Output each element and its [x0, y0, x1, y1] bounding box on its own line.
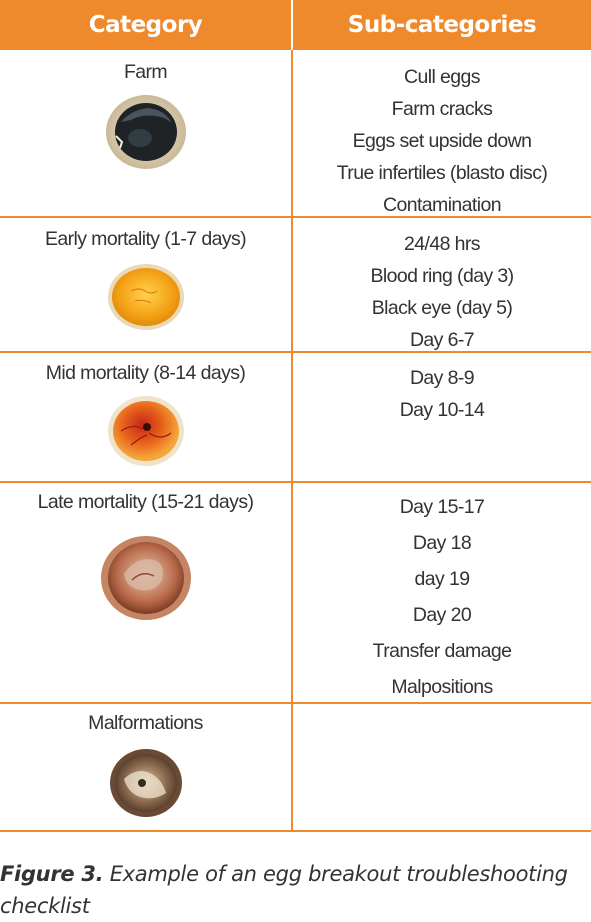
caption-label: Figure 3. [0, 862, 104, 886]
table-row: Farm Cull eggs Farm cracks Eggs set upsi… [0, 50, 591, 218]
malformed-embryo-egg-image [109, 749, 182, 817]
subcategory-item: Malpositions [391, 676, 493, 698]
subcategory-item: Blood ring (day 3) [370, 265, 514, 287]
category-cell: Late mortality (15-21 days) [0, 483, 293, 702]
subcategory-item: Cull eggs [404, 66, 481, 88]
category-label: Mid mortality (8-14 days) [45, 362, 246, 384]
subcategory-item: Black eye (day 5) [371, 297, 513, 319]
subcategory-item: True infertiles (blasto disc) [336, 162, 548, 184]
subcategories-cell: 24/48 hrs Blood ring (day 3) Black eye (… [293, 218, 591, 351]
subcategory-item: Farm cracks [391, 98, 493, 120]
subcategory-item: Day 10-14 [399, 399, 485, 421]
category-label: Malformations [88, 712, 203, 734]
early-embryo-egg-image [107, 264, 184, 330]
mid-embryo-egg-image [107, 396, 184, 466]
category-cell: Early mortality (1-7 days) [0, 218, 293, 351]
subcategory-item: Eggs set upside down [352, 130, 532, 152]
subcategories-cell: Cull eggs Farm cracks Eggs set upside do… [293, 50, 591, 216]
table-row: Early mortality (1-7 days) 24/48 hrs Blo… [0, 218, 591, 353]
category-cell: Farm [0, 50, 293, 216]
category-label: Late mortality (15-21 days) [37, 491, 254, 513]
table-header: Category Sub-categories [0, 0, 591, 50]
table-row: Mid mortality (8-14 days) Day 8-9 Day 10… [0, 353, 591, 483]
subcategory-item: Day 20 [412, 604, 472, 626]
late-embryo-egg-image [100, 536, 191, 620]
subcategory-item: Day 18 [412, 532, 472, 554]
header-subcategories: Sub-categories [347, 12, 537, 38]
subcategory-item: day 19 [414, 568, 471, 590]
category-label: Early mortality (1-7 days) [44, 228, 247, 250]
category-cell: Mid mortality (8-14 days) [0, 353, 293, 481]
subcategory-item: 24/48 hrs [404, 233, 481, 255]
figure-caption: Figure 3. Example of an egg breakout tro… [0, 858, 591, 922]
category-cell: Malformations [0, 704, 293, 830]
subcategory-item: Day 8-9 [409, 367, 475, 389]
table-row: Malformations [0, 704, 591, 832]
subcategories-cell: Day 15-17 Day 18 day 19 Day 20 Transfer … [293, 483, 591, 702]
subcategories-cell: Day 8-9 Day 10-14 [293, 353, 591, 481]
subcategories-cell [293, 704, 591, 830]
cracked-egg-image [105, 95, 186, 169]
category-label: Farm [123, 61, 168, 83]
subcategory-item: Day 6-7 [409, 329, 475, 351]
checklist-table: Category Sub-categories Farm Cull [0, 0, 591, 832]
subcategory-item: Day 15-17 [399, 496, 485, 518]
header-category: Category [0, 0, 293, 50]
caption-text: Example of an egg breakout troubleshooti… [0, 862, 568, 918]
table-row: Late mortality (15-21 days) Day 15-17 Da… [0, 483, 591, 704]
subcategory-item: Transfer damage [372, 640, 512, 662]
subcategory-item: Contamination [383, 194, 502, 216]
